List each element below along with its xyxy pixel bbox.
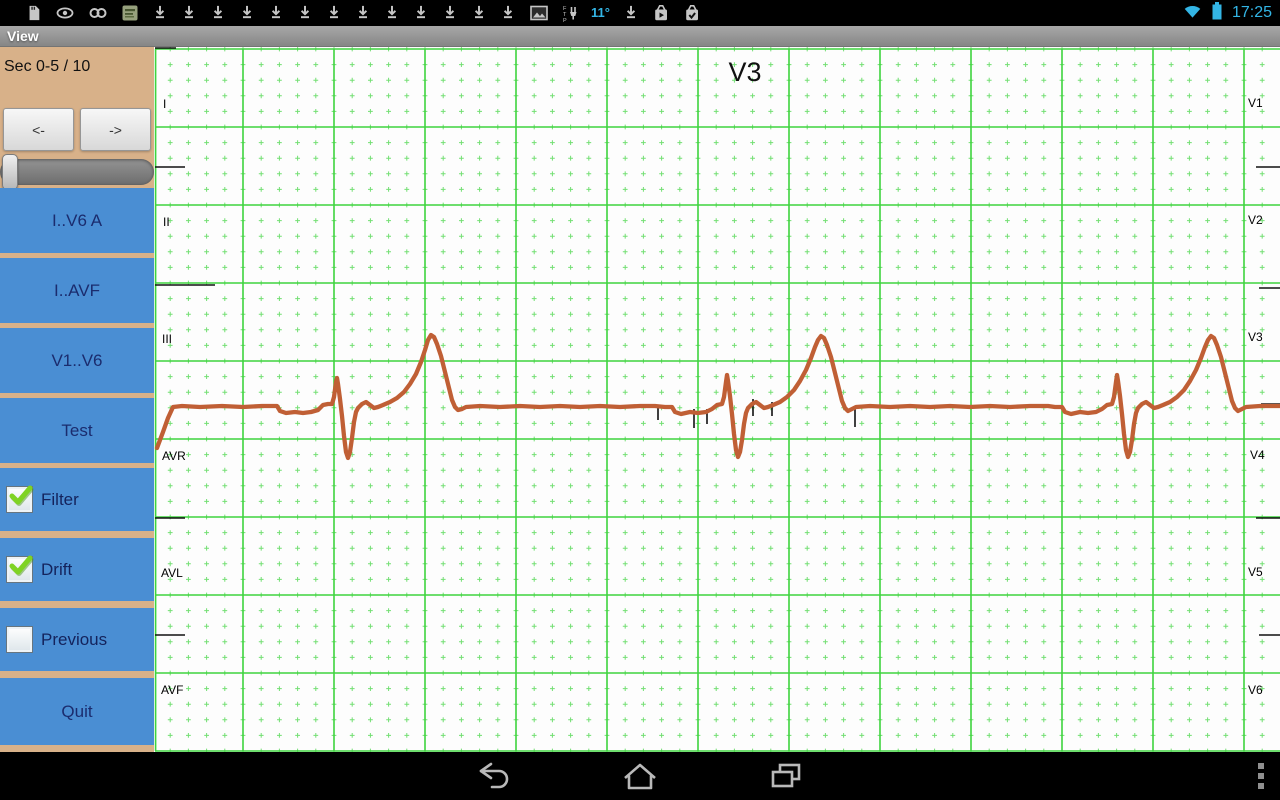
- back-button[interactable]: [466, 759, 522, 793]
- gallery-icon: [529, 0, 549, 26]
- eye-icon: [55, 0, 75, 26]
- download-icon: [471, 0, 487, 26]
- leads-button-v1-v6[interactable]: V1..V6: [0, 328, 154, 393]
- previous-label: Previous: [41, 629, 108, 649]
- status-icons-left: F T P 11°: [0, 0, 701, 26]
- download-icon: [326, 0, 342, 26]
- lead-label-ii: II: [163, 215, 170, 229]
- download-icon: [413, 0, 429, 26]
- edge-ticks: [155, 47, 1280, 636]
- svg-text:P: P: [563, 18, 567, 24]
- download-icon: [210, 0, 226, 26]
- window-title: View: [7, 28, 39, 44]
- leads-button-i-avf[interactable]: I..AVF: [0, 258, 154, 323]
- menu-icon[interactable]: [1258, 763, 1264, 789]
- status-icons-right: 17:25: [1183, 0, 1280, 26]
- baseline-markers: [657, 399, 856, 428]
- play-store-bag-icon: [652, 0, 670, 26]
- download-icon: [623, 0, 639, 26]
- drift-label: Drift: [41, 559, 73, 579]
- quit-button[interactable]: Quit: [0, 678, 154, 745]
- wifi-icon: [1183, 3, 1202, 24]
- next-button[interactable]: ->: [80, 108, 151, 151]
- svg-text:F: F: [563, 6, 567, 12]
- status-bar: F T P 11° 17:25: [0, 0, 1280, 26]
- prev-button[interactable]: <-: [3, 108, 74, 151]
- slider-thumb[interactable]: [2, 154, 18, 190]
- leads-button-i-v6a[interactable]: I..V6 A: [0, 188, 154, 253]
- drift-checkbox[interactable]: [6, 555, 34, 583]
- drift-checkbox-row[interactable]: Drift: [0, 538, 154, 601]
- lead-label-iii: III: [162, 332, 172, 346]
- home-button[interactable]: [612, 759, 668, 793]
- test-button[interactable]: Test: [0, 398, 154, 463]
- lead-label-v6: V6: [1248, 683, 1263, 697]
- previous-checkbox-row[interactable]: Previous: [0, 608, 154, 671]
- lead-label-v2: V2: [1248, 213, 1263, 227]
- recents-button[interactable]: [758, 759, 814, 793]
- download-icon: [181, 0, 197, 26]
- lead-label-avr: AVR: [162, 449, 186, 463]
- filter-label: Filter: [41, 489, 79, 509]
- title-bar: View: [0, 26, 1280, 47]
- position-slider[interactable]: [0, 154, 154, 190]
- check-bag-icon: [683, 0, 701, 26]
- sd-card-icon: [26, 0, 42, 26]
- battery-icon: [1211, 1, 1223, 25]
- download-icon: [355, 0, 371, 26]
- filter-checkbox-row[interactable]: Filter: [0, 468, 154, 531]
- lead-label-avl: AVL: [161, 566, 183, 580]
- ecg-lead-title: V3: [728, 57, 762, 87]
- ecg-trace: [154, 332, 1280, 461]
- temperature-reading: 11°: [591, 5, 610, 20]
- filter-checkbox[interactable]: [6, 485, 34, 513]
- download-icon: [239, 0, 255, 26]
- position-label: Sec 0-5 / 10: [4, 58, 91, 75]
- download-icon: [268, 0, 284, 26]
- download-icon: [384, 0, 400, 26]
- download-icon: [500, 0, 516, 26]
- sidebar: Sec 0-5 / 10 <- -> I..V6 A I..AVF V1..V6…: [0, 47, 154, 752]
- svg-text:T: T: [563, 12, 567, 18]
- lead-label-v1: V1: [1248, 96, 1263, 110]
- download-icon: [297, 0, 313, 26]
- lead-label-v4: V4: [1250, 448, 1265, 462]
- basic-app-icon: [121, 0, 139, 26]
- download-icon: [442, 0, 458, 26]
- link-icon: [88, 0, 108, 26]
- lead-label-avf: AVF: [161, 683, 183, 697]
- download-icon: [152, 0, 168, 26]
- status-clock: 17:25: [1231, 4, 1272, 21]
- content: I II III AVR AVL AVF V1 V2 V3 V4 V5 V6 V3 Sec 0-5 /…: [0, 47, 1280, 752]
- lead-label-i: I: [163, 97, 166, 111]
- navigation-bar: [0, 752, 1280, 800]
- previous-checkbox[interactable]: [6, 626, 33, 653]
- lead-label-v5: V5: [1248, 565, 1263, 579]
- lead-label-v3: V3: [1248, 330, 1263, 344]
